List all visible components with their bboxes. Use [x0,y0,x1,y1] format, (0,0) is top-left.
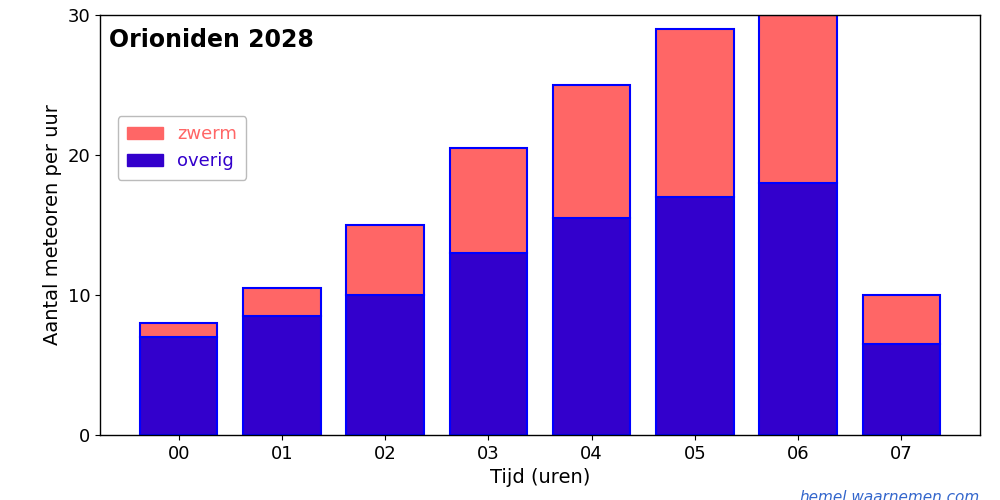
Bar [553,218,630,435]
Bar [450,148,527,253]
Bar [243,288,321,316]
Bar [759,183,837,435]
Bar [346,225,424,295]
Bar [346,295,424,435]
Bar [243,316,321,435]
Bar [759,15,837,183]
Text: Orioniden 2028: Orioniden 2028 [109,28,314,52]
X-axis label: Tijd (uren): Tijd (uren) [490,468,590,487]
Y-axis label: Aantal meteoren per uur: Aantal meteoren per uur [43,104,62,346]
Text: hemel.waarnemen.com: hemel.waarnemen.com [800,490,980,500]
Bar [656,197,734,435]
Bar [863,295,940,344]
Bar [140,337,217,435]
Bar [450,253,527,435]
Bar [656,29,734,197]
Legend: zwerm, overig: zwerm, overig [118,116,246,180]
Bar [863,344,940,435]
Bar [140,323,217,337]
Bar [553,85,630,218]
